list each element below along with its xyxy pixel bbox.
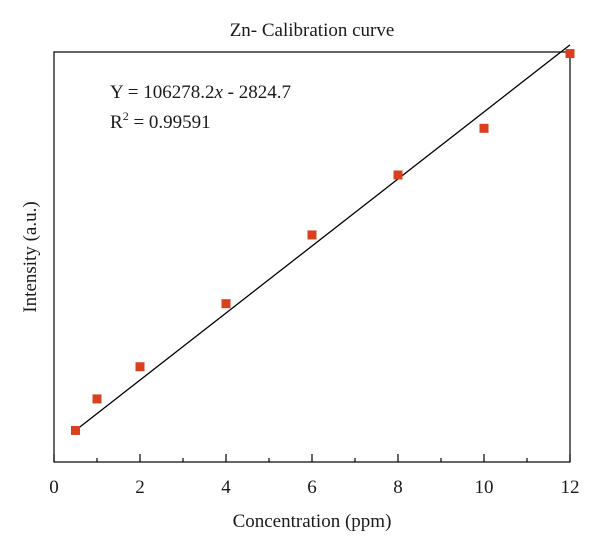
data-point: [71, 425, 80, 435]
data-point: [307, 230, 317, 240]
x-tick-label: 10: [475, 477, 494, 498]
data-points: [71, 49, 575, 435]
r-squared-superscript: 2: [123, 109, 129, 123]
data-point: [135, 362, 145, 372]
x-tick-label: 4: [221, 477, 231, 498]
x-tick-label: 6: [307, 477, 317, 498]
r-squared-base: R: [110, 112, 123, 133]
data-point: [221, 299, 231, 309]
x-axis-label: Concentration (ppm): [233, 511, 392, 532]
chart-title: Zn- Calibration curve: [230, 20, 395, 41]
data-point: [393, 170, 403, 180]
r-squared: R2 = 0.99591: [110, 109, 211, 133]
x-axis-ticks: [53, 454, 571, 462]
y-axis-label: Intensity (a.u.): [20, 201, 41, 312]
fit-line: [75, 44, 571, 431]
data-point: [479, 123, 489, 133]
equation-variable: x: [213, 82, 223, 103]
x-tick-label: 12: [561, 477, 580, 498]
x-tick-label: 8: [393, 477, 403, 498]
data-point: [565, 49, 575, 59]
x-tick-label: 0: [49, 477, 59, 498]
x-tick-label: 2: [135, 477, 145, 498]
fit-equation: Y = 106278.2x - 2824.7: [110, 82, 291, 103]
r-squared-value: = 0.99591: [129, 112, 211, 133]
equation-prefix: Y = 106278.2: [110, 82, 214, 103]
equation-suffix: - 2824.7: [223, 82, 291, 103]
data-point: [92, 394, 102, 404]
x-axis-tick-labels: 0 2 4 6 8 10 12: [49, 477, 579, 498]
